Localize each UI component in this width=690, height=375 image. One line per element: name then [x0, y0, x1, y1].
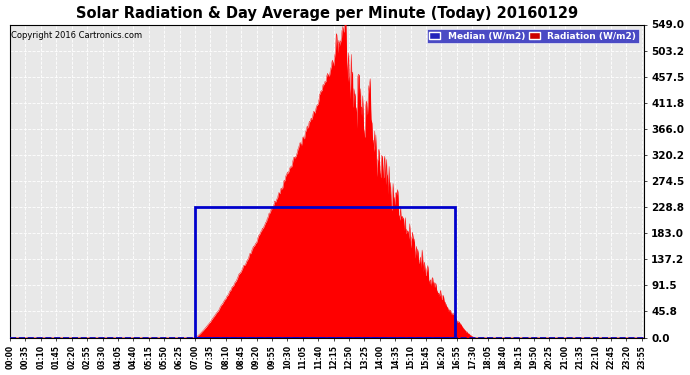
Text: Copyright 2016 Cartronics.com: Copyright 2016 Cartronics.com — [11, 31, 142, 40]
Title: Solar Radiation & Day Average per Minute (Today) 20160129: Solar Radiation & Day Average per Minute… — [76, 6, 578, 21]
Bar — [195, 207, 455, 338]
Legend: Median (W/m2), Radiation (W/m2): Median (W/m2), Radiation (W/m2) — [426, 29, 639, 44]
